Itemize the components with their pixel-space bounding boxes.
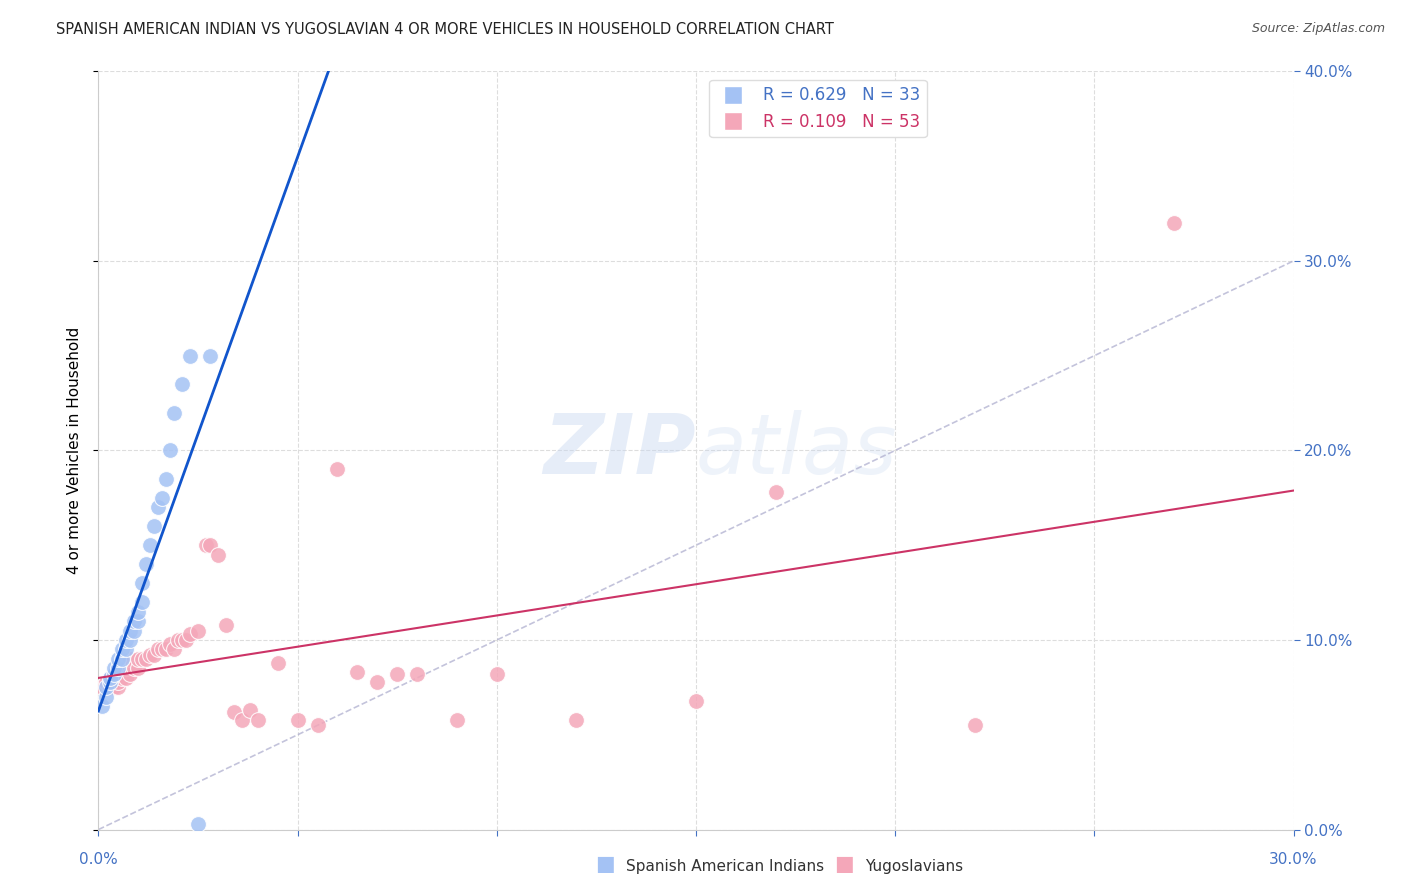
Point: [107, 652, 129, 666]
Point: [115, 671, 138, 685]
Point: [167, 633, 190, 648]
Point: [127, 661, 149, 675]
Point: [139, 538, 162, 552]
Point: [215, 618, 238, 632]
Point: [135, 652, 157, 666]
Point: [143, 648, 166, 662]
Point: [124, 614, 146, 628]
Point: [287, 713, 309, 727]
Point: [150, 491, 173, 505]
Point: [98, 671, 122, 685]
Point: [98, 671, 122, 685]
Point: [148, 642, 170, 657]
Point: [1163, 216, 1185, 230]
Point: [179, 349, 201, 363]
Point: [207, 548, 229, 562]
Point: [107, 674, 129, 689]
Point: [174, 633, 197, 648]
Point: [120, 652, 142, 666]
Point: [98, 681, 122, 695]
Point: [148, 500, 170, 515]
Point: [172, 377, 194, 392]
Point: [115, 633, 138, 648]
Point: [120, 624, 142, 638]
Point: [565, 713, 588, 727]
Point: [139, 648, 162, 662]
Point: [143, 519, 166, 533]
Text: 0.0%: 0.0%: [79, 852, 118, 867]
Point: [127, 614, 149, 628]
Point: [163, 642, 186, 657]
Point: [446, 713, 468, 727]
Point: [685, 694, 707, 708]
Point: [107, 681, 129, 695]
Point: [267, 656, 290, 670]
Point: [127, 605, 149, 619]
Point: [120, 633, 142, 648]
Point: [187, 817, 209, 831]
Point: [195, 538, 218, 552]
Point: [103, 671, 125, 685]
Text: 30.0%: 30.0%: [1270, 852, 1317, 867]
Point: [198, 538, 221, 552]
Point: [231, 713, 253, 727]
Text: SPANISH AMERICAN INDIAN VS YUGOSLAVIAN 4 OR MORE VEHICLES IN HOUSEHOLD CORRELATI: SPANISH AMERICAN INDIAN VS YUGOSLAVIAN 4…: [56, 22, 834, 37]
Point: [239, 703, 262, 717]
Point: [307, 718, 329, 732]
Y-axis label: 4 or more Vehicles in Household: 4 or more Vehicles in Household: [67, 326, 83, 574]
Point: [98, 674, 122, 689]
Point: [150, 642, 173, 657]
Point: [246, 713, 269, 727]
Point: [127, 652, 149, 666]
Text: ■: ■: [595, 855, 614, 874]
Point: [111, 671, 134, 685]
Point: [131, 652, 153, 666]
Point: [111, 652, 134, 666]
Legend: R = 0.629   N = 33, R = 0.109   N = 53: R = 0.629 N = 33, R = 0.109 N = 53: [710, 79, 927, 137]
Text: Source: ZipAtlas.com: Source: ZipAtlas.com: [1251, 22, 1385, 36]
Point: [485, 667, 508, 681]
Text: Yugoslavians: Yugoslavians: [865, 859, 963, 874]
Point: [103, 681, 125, 695]
Point: [124, 661, 146, 675]
Point: [172, 633, 194, 648]
Point: [155, 642, 177, 657]
Point: [155, 472, 177, 486]
Point: [131, 576, 153, 591]
Point: [159, 637, 181, 651]
Point: [135, 557, 157, 572]
Point: [91, 681, 114, 695]
Point: [107, 661, 129, 675]
Point: [222, 705, 245, 719]
Point: [366, 674, 388, 689]
Point: [91, 699, 114, 714]
Point: [346, 665, 368, 680]
Point: [765, 485, 787, 500]
Point: [120, 667, 142, 681]
Point: [179, 627, 201, 641]
Point: [96, 674, 118, 689]
Point: [111, 642, 134, 657]
Point: [115, 642, 138, 657]
Point: [159, 443, 181, 458]
Point: [385, 667, 409, 681]
Point: [198, 349, 221, 363]
Point: [96, 681, 118, 695]
Point: [124, 624, 146, 638]
Text: ■: ■: [834, 855, 853, 874]
Point: [187, 624, 209, 638]
Text: ZIP: ZIP: [543, 410, 696, 491]
Text: Spanish American Indians: Spanish American Indians: [626, 859, 824, 874]
Point: [406, 667, 429, 681]
Text: atlas: atlas: [696, 410, 897, 491]
Point: [131, 595, 153, 609]
Point: [103, 667, 125, 681]
Point: [963, 718, 986, 732]
Point: [326, 462, 349, 476]
Point: [96, 690, 118, 704]
Point: [163, 406, 186, 420]
Point: [103, 661, 125, 675]
Point: [115, 661, 138, 675]
